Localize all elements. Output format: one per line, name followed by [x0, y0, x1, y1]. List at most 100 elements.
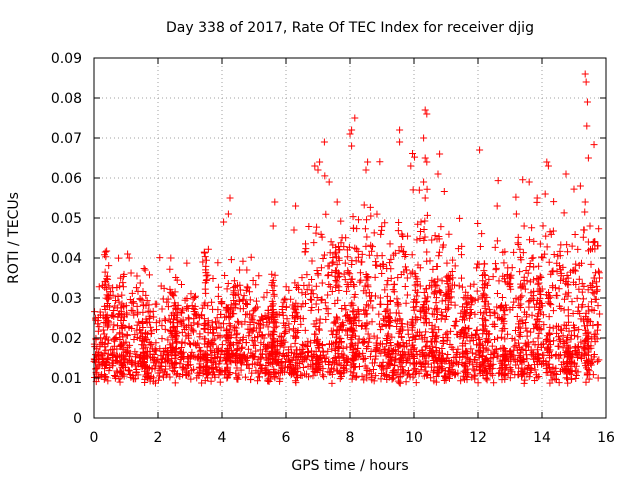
data-point [308, 257, 316, 265]
data-point [549, 267, 557, 275]
data-point [476, 348, 484, 356]
data-point [520, 222, 528, 230]
data-point [198, 304, 206, 312]
data-point [183, 304, 191, 312]
data-point [516, 245, 524, 253]
data-point [347, 368, 355, 376]
data-point [276, 377, 284, 385]
data-point [185, 315, 193, 323]
data-point [412, 303, 420, 311]
data-point [458, 283, 466, 291]
data-point [431, 323, 439, 331]
data-point [435, 233, 443, 241]
data-point [433, 366, 441, 374]
data-point [562, 290, 570, 298]
data-point [320, 138, 328, 146]
data-point [543, 291, 551, 299]
data-point [435, 287, 443, 295]
data-point [594, 302, 602, 310]
data-point [112, 297, 120, 305]
data-point [559, 263, 567, 271]
data-point [449, 256, 457, 264]
data-point [312, 330, 320, 338]
data-point [202, 276, 210, 284]
data-point [142, 291, 150, 299]
data-point [507, 357, 515, 365]
data-point [202, 256, 210, 264]
data-point [324, 291, 332, 299]
data-point [328, 379, 336, 387]
data-point [104, 323, 112, 331]
data-point [553, 292, 561, 300]
data-point [560, 209, 568, 217]
data-point [501, 278, 509, 286]
data-point [218, 298, 226, 306]
data-point [479, 290, 487, 298]
data-point [284, 355, 292, 363]
data-point [397, 243, 405, 251]
data-point [238, 343, 246, 351]
data-point [193, 374, 201, 382]
data-point [333, 360, 341, 368]
data-point [462, 295, 470, 303]
data-point [435, 326, 443, 334]
data-point [408, 350, 416, 358]
data-point [444, 351, 452, 359]
data-point [565, 327, 573, 335]
data-point [231, 300, 239, 308]
data-point [248, 336, 256, 344]
data-point [264, 306, 272, 314]
x-tick-label: 8 [346, 430, 355, 446]
data-point [188, 302, 196, 310]
data-point [473, 341, 481, 349]
data-point [107, 288, 115, 296]
data-point [409, 333, 417, 341]
data-point [349, 281, 357, 289]
data-point [299, 348, 307, 356]
data-point [216, 357, 224, 365]
data-point [158, 305, 166, 313]
data-point [215, 319, 223, 327]
data-point [207, 338, 215, 346]
data-point [305, 222, 313, 230]
data-point [468, 298, 476, 306]
data-point [568, 242, 576, 250]
data-point [358, 258, 366, 266]
data-point [170, 323, 178, 331]
data-point [283, 315, 291, 323]
data-point [564, 248, 572, 256]
data-point [119, 352, 127, 360]
data-point [139, 348, 147, 356]
data-point [475, 335, 483, 343]
data-point [171, 327, 179, 335]
data-point [423, 110, 431, 118]
data-point [303, 286, 311, 294]
data-point [256, 367, 264, 375]
grid-lines [94, 58, 606, 418]
data-point [201, 351, 209, 359]
data-point [173, 276, 181, 284]
data-point [211, 354, 219, 362]
data-point [504, 330, 512, 338]
data-point [544, 162, 552, 170]
data-point [360, 339, 368, 347]
data-point [302, 240, 310, 248]
data-point [388, 347, 396, 355]
data-point [312, 300, 320, 308]
data-point [384, 314, 392, 322]
data-point [480, 267, 488, 275]
data-point [417, 314, 425, 322]
x-tick-label: 0 [90, 430, 99, 446]
data-point [542, 362, 550, 370]
data-point [453, 317, 461, 325]
data-point [333, 316, 341, 324]
data-point [104, 377, 112, 385]
data-point [347, 316, 355, 324]
data-point [115, 298, 123, 306]
data-point [123, 358, 131, 366]
data-point [222, 333, 230, 341]
data-point [352, 373, 360, 381]
data-point [201, 249, 209, 257]
data-point [251, 306, 259, 314]
data-point [341, 301, 349, 309]
